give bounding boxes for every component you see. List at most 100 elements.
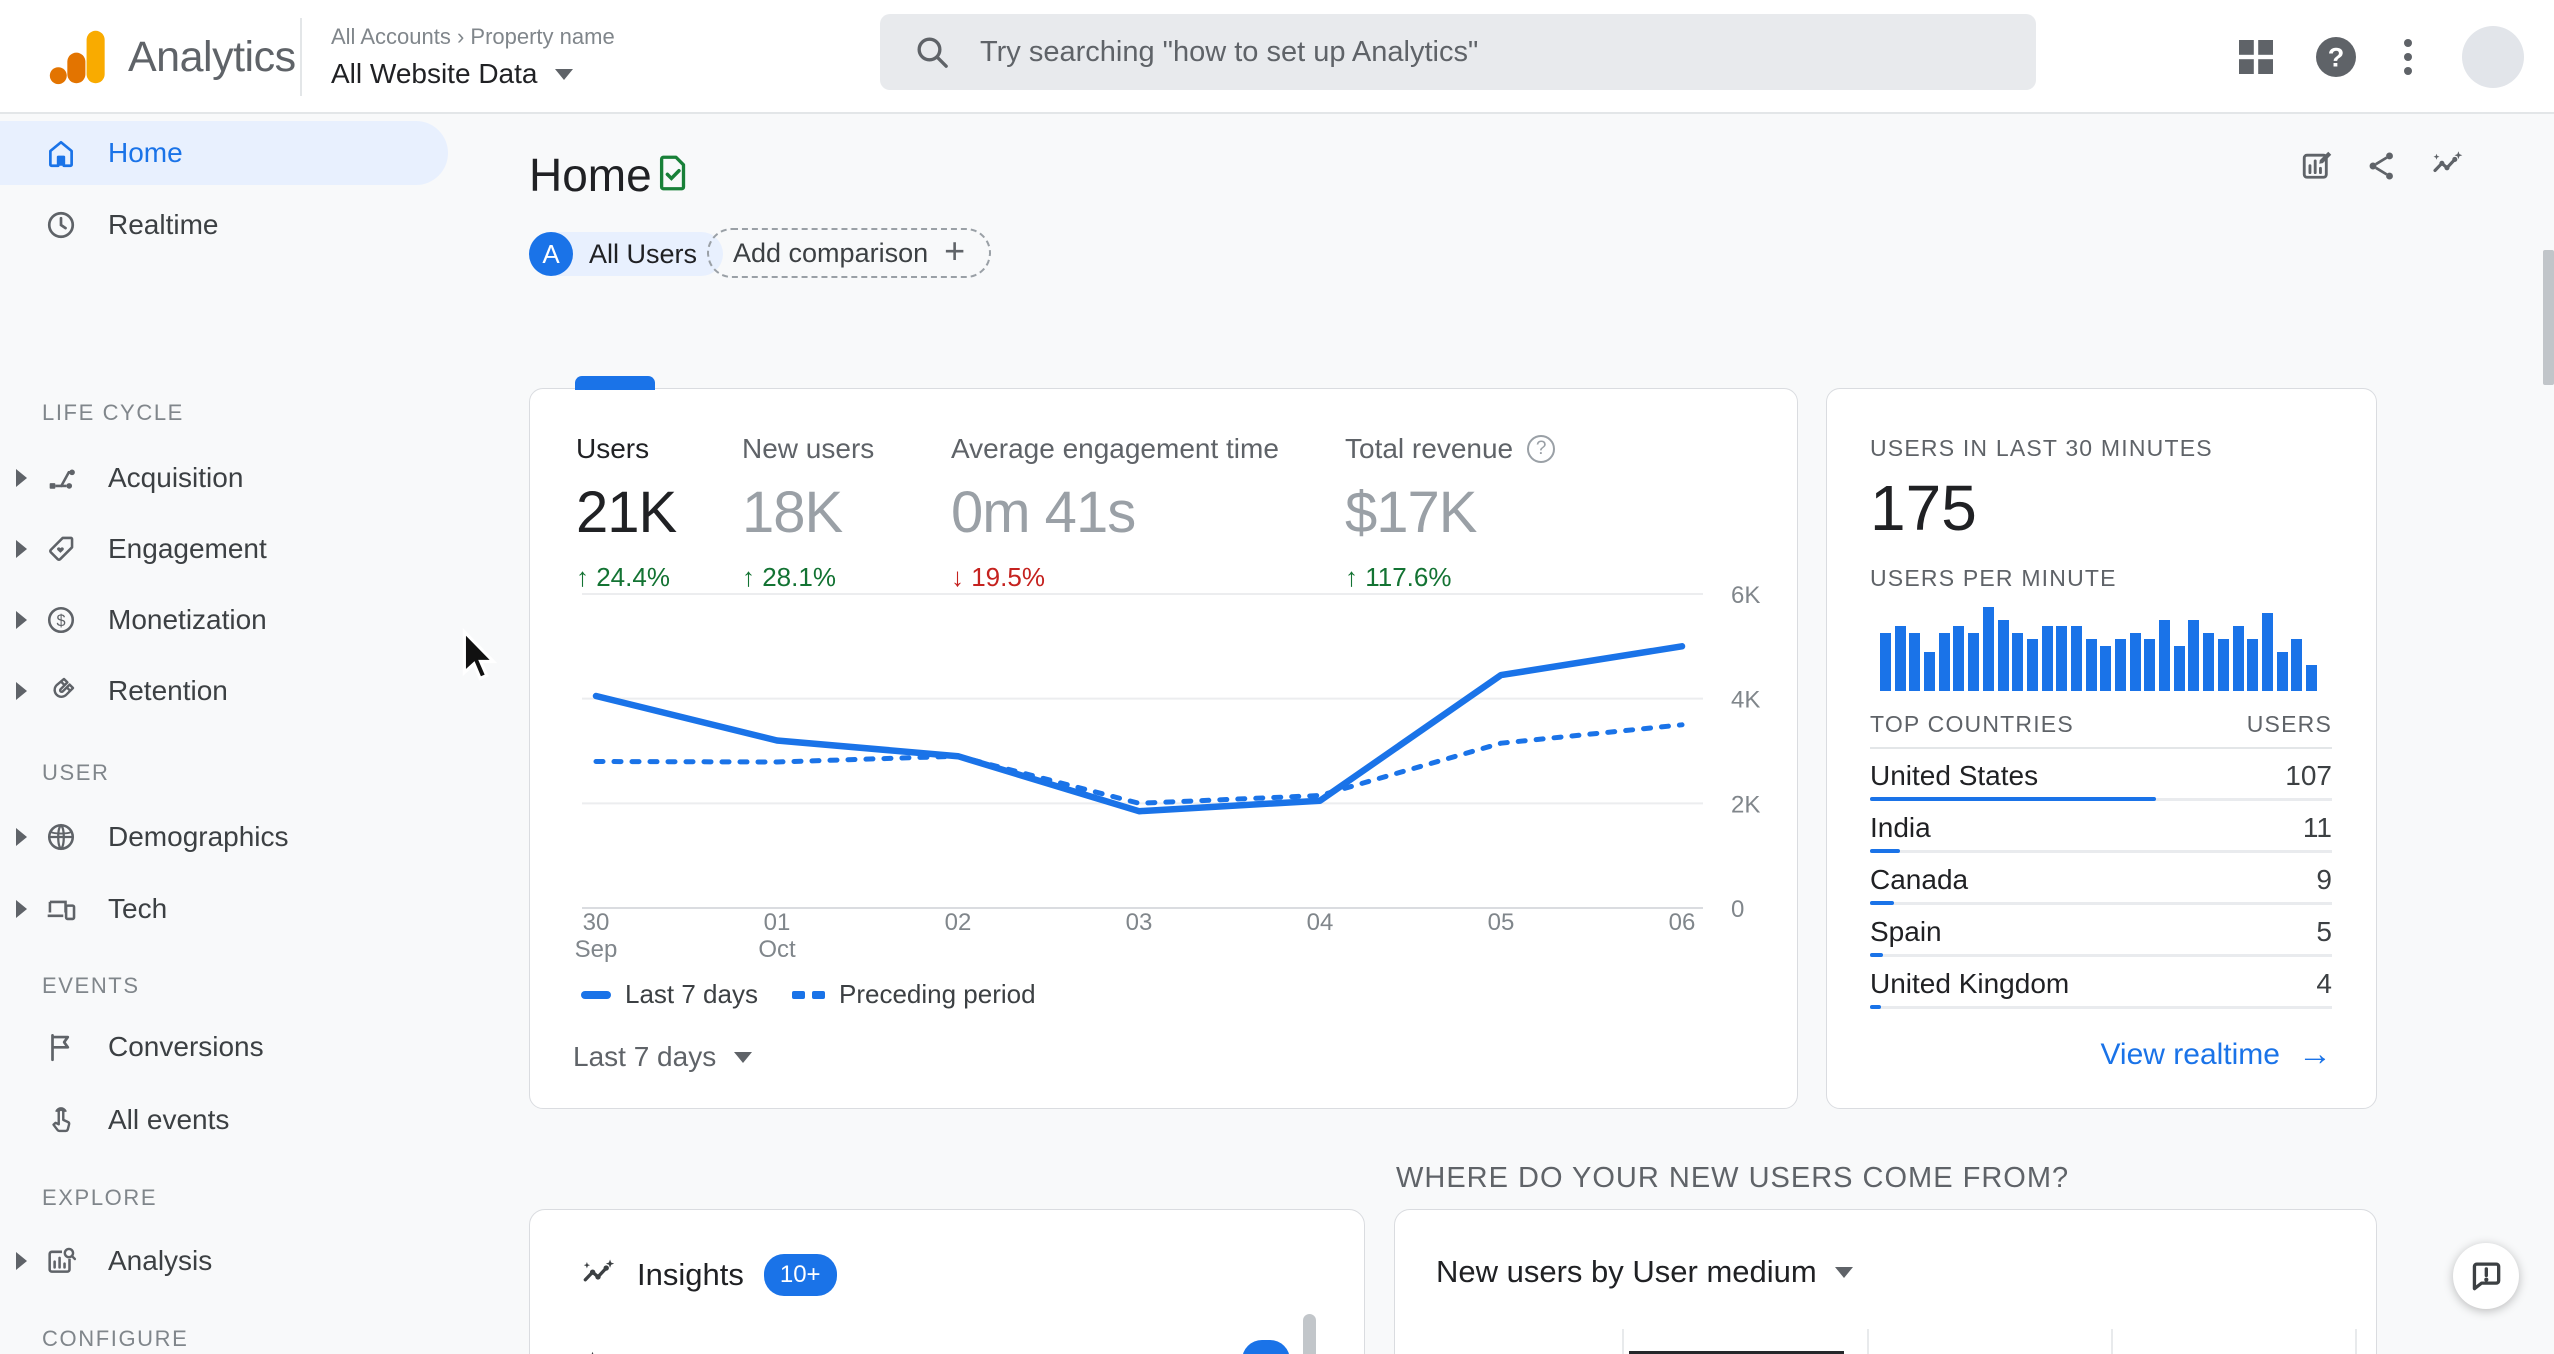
svg-text:04: 04 (1307, 909, 1334, 936)
metric-new-users[interactable]: New users 18K ↑ 28.1% (742, 433, 874, 593)
page-title: Home (529, 149, 652, 201)
metric-total-revenue[interactable]: Total revenue? $17K ↑ 117.6% (1345, 433, 1556, 593)
breadcrumb[interactable]: All Accounts › Property name (331, 24, 615, 49)
country-row: Canada 9 (1870, 853, 2332, 905)
feedback-button[interactable] (2453, 1243, 2519, 1309)
minute-bar (2188, 620, 2200, 691)
sidebar-item-label: Engagement (108, 533, 267, 564)
country-row: India 11 (1870, 801, 2332, 853)
insights-scrollbar[interactable] (1303, 1314, 1316, 1354)
minute-bar (2305, 665, 2317, 691)
metric-value: 0m 41s (951, 480, 1136, 545)
insights-count-badge: 10+ (763, 1254, 837, 1296)
minute-bar (1953, 626, 1965, 691)
share-icon[interactable] (2364, 148, 2400, 184)
mouse-cursor (462, 627, 498, 681)
sidebar-item-engagement[interactable]: Engagement (0, 517, 456, 581)
sidebar-item-retention[interactable]: Retention (0, 659, 456, 723)
sidebar-item-label: Retention (108, 675, 228, 706)
metric-delta: ↑ 28.1% (742, 562, 836, 592)
minute-bar (2159, 620, 2171, 691)
minute-bar (1938, 633, 1950, 691)
svg-text:02: 02 (945, 909, 972, 936)
minute-bar (2085, 639, 2097, 691)
country-row: Spain 5 (1870, 905, 2332, 957)
minute-bar (1997, 620, 2009, 691)
insights-sparkle-icon (583, 1259, 615, 1282)
table-divider (1870, 747, 2332, 749)
country-bar-fill (1870, 1005, 1881, 1009)
metric-delta: ↓ 19.5% (951, 562, 1045, 592)
country-row: United Kingdom 4 (1870, 957, 2332, 1009)
segment-label: All Users (589, 238, 698, 269)
view-realtime-label: View realtime (2100, 1037, 2280, 1071)
customize-report-icon[interactable] (2299, 148, 2335, 184)
sidebar-item-all-events[interactable]: All events (0, 1088, 456, 1152)
metric-value: 21K (576, 480, 677, 545)
metric-label: New users (742, 433, 875, 464)
minute-bar (2070, 626, 2082, 691)
gridline (1622, 1329, 1624, 1354)
partial-sparkle-icon (591, 1351, 594, 1354)
svg-text:30: 30 (583, 909, 610, 936)
sidebar-item-analysis[interactable]: Analysis (0, 1229, 456, 1293)
svg-text:2K: 2K (1731, 791, 1760, 818)
sidebar-item-label: Analysis (108, 1245, 213, 1276)
add-comparison-button[interactable]: Add comparison + (707, 228, 992, 278)
selected-metric-tab-indicator (575, 376, 655, 390)
svg-text:Oct: Oct (758, 936, 796, 963)
new-users-card-title[interactable]: New users by User medium (1436, 1254, 1853, 1290)
metric-users[interactable]: Users 21K ↑ 24.4% (576, 433, 677, 593)
sidebar-item-tech[interactable]: Tech (0, 877, 456, 941)
apps-grid-icon[interactable] (2232, 33, 2280, 81)
tech-devices-icon (47, 900, 76, 921)
sidebar-item-monetization[interactable]: $ Monetization (0, 588, 456, 652)
search-input[interactable]: Try searching "how to set up Analytics" (880, 14, 2036, 90)
sidebar-item-label: Acquisition (108, 462, 244, 493)
minute-bar (2026, 639, 2038, 691)
acquisition-icon (49, 469, 75, 489)
insights-icon[interactable] (2429, 148, 2465, 184)
top-app-bar: Analytics All Accounts › Property name A… (0, 0, 2554, 114)
metric-label: Total revenue? (1345, 433, 1556, 465)
chevron-down-icon (734, 1051, 753, 1063)
minute-bar (1924, 652, 1936, 691)
minute-bar (2247, 639, 2259, 691)
chevron-down-icon (555, 68, 574, 80)
sidebar-item-conversions[interactable]: Conversions (0, 1015, 456, 1079)
sidebar-item-acquisition[interactable]: Acquisition (0, 446, 456, 510)
help-icon[interactable]: ? (2312, 33, 2360, 81)
sidebar-nav: Home Realtime LIFE CYCLE Acquisition (0, 114, 456, 1354)
metric-delta: ↑ 117.6% (1345, 562, 1452, 592)
sidebar-item-realtime[interactable]: Realtime (0, 193, 456, 257)
date-range-label: Last 7 days (573, 1041, 717, 1072)
metric-average-engagement-time[interactable]: Average engagement time 0m 41s ↓ 19.5% (951, 433, 1279, 593)
partial-insight-badge (1242, 1340, 1290, 1354)
metric-value: 18K (742, 480, 843, 545)
legend-item: Preceding period (791, 979, 1036, 1010)
legend-label: Preceding period (838, 979, 1036, 1009)
svg-text:4K: 4K (1731, 687, 1760, 714)
segment-chip-all-users[interactable]: A All Users (529, 232, 724, 276)
svg-text:$: $ (56, 612, 65, 630)
date-range-dropdown[interactable]: Last 7 days (573, 1041, 753, 1073)
plus-icon: + (944, 230, 966, 271)
sidebar-item-label: Demographics (108, 821, 289, 852)
users-per-minute-chart (1880, 607, 2322, 691)
country-users: 107 (2285, 760, 2332, 791)
more-options-icon[interactable] (2384, 33, 2432, 81)
property-selector[interactable]: All Website Data (331, 58, 574, 90)
feedback-bubble-icon (2472, 1262, 2501, 1291)
home-icon (49, 140, 73, 168)
view-realtime-link[interactable]: View realtime → (2100, 1035, 2332, 1074)
sidebar-item-demographics[interactable]: Demographics (0, 805, 456, 869)
page-scrollbar[interactable] (2543, 250, 2554, 385)
avatar[interactable] (2462, 26, 2524, 88)
help-icon[interactable]: ? (1527, 435, 1556, 463)
country-users: 9 (2316, 864, 2332, 895)
top-countries-table: United States 107 India 11 Canada 9 Spain 5 Unit… (1870, 749, 2332, 1009)
caret-right-icon (16, 900, 27, 918)
gridline (2111, 1329, 2113, 1354)
sidebar-item-home[interactable]: Home (0, 121, 456, 185)
